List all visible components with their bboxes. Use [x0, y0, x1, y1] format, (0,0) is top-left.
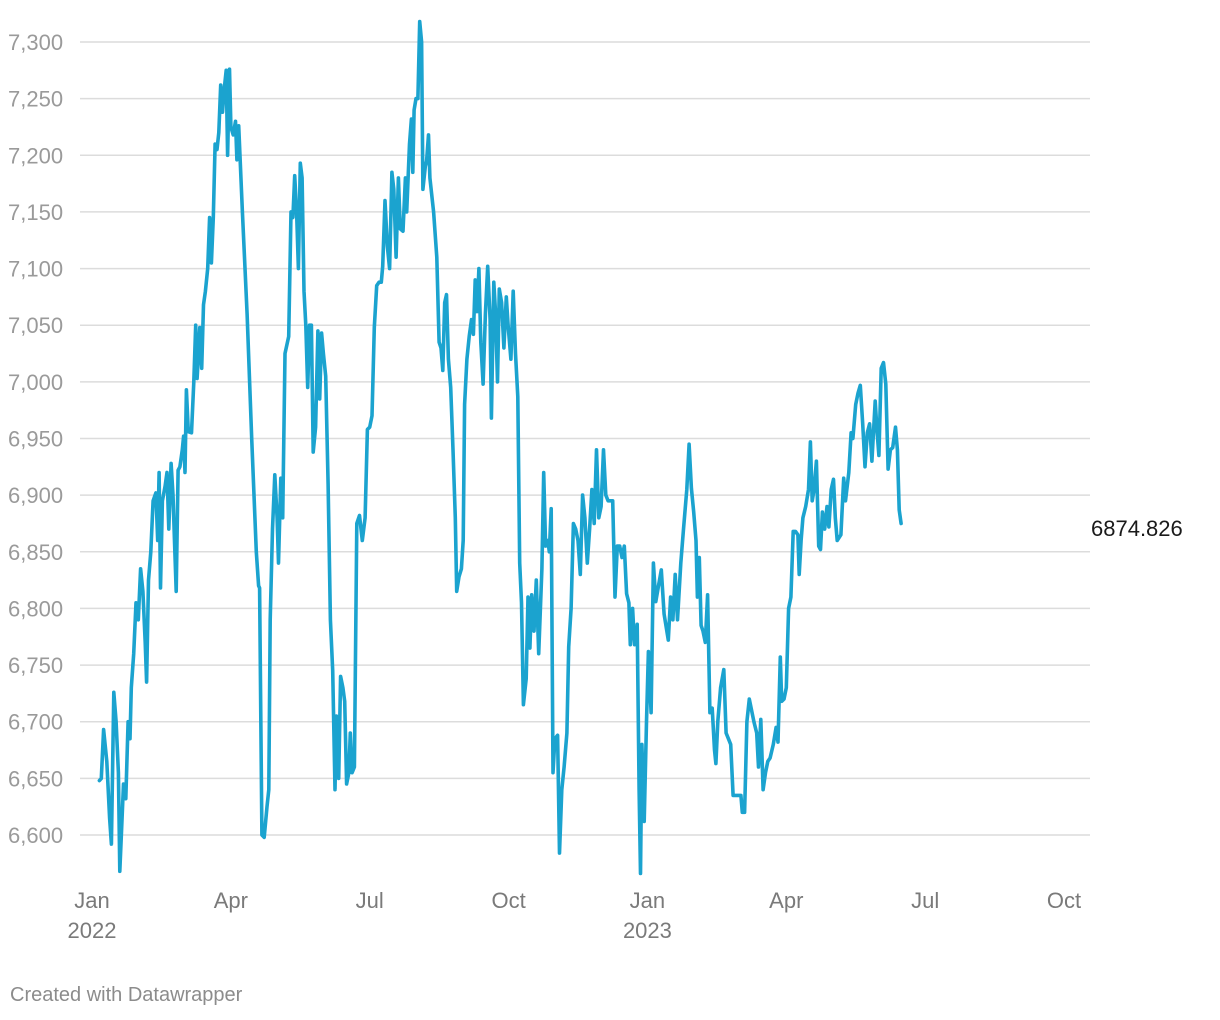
y-tick-label: 7,100	[8, 257, 63, 282]
footer-credit: Created with Datawrapper	[10, 984, 243, 1006]
y-tick-label: 7,250	[8, 87, 63, 112]
series-line	[97, 19, 903, 876]
x-tick-label: Jul	[911, 888, 939, 913]
y-tick-label: 7,000	[8, 370, 63, 395]
y-tick-label: 6,850	[8, 540, 63, 565]
line-chart: 6,600 6,650 6,700 6,750 6,800 6,850 6,900 6,950…	[8, 19, 1183, 943]
x-tick-label: Apr	[769, 888, 803, 913]
y-tick-label: 6,750	[8, 653, 63, 678]
gridlines	[80, 41, 1090, 836]
y-tick-label: 7,300	[8, 30, 63, 55]
x-tick-label: Jan	[630, 888, 665, 913]
y-tick-label: 7,200	[8, 143, 63, 168]
x-tick-label: Apr	[214, 888, 248, 913]
y-tick-label: 6,650	[8, 766, 63, 791]
y-tick-label: 6,900	[8, 483, 63, 508]
x-axis-ticks: Jan 2022 Apr Jul Oct Jan 2023 Apr Jul Oct	[68, 888, 1082, 943]
y-tick-label: 6,950	[8, 427, 63, 452]
x-tick-label: Oct	[491, 888, 525, 913]
y-tick-label: 6,800	[8, 596, 63, 621]
y-axis-ticks: 6,600 6,650 6,700 6,750 6,800 6,850 6,900 6,950…	[8, 30, 63, 848]
y-tick-label: 7,050	[8, 313, 63, 338]
x-tick-year-label: 2022	[68, 918, 117, 943]
y-tick-label: 6,700	[8, 710, 63, 735]
y-tick-label: 7,150	[8, 200, 63, 225]
x-tick-label: Jul	[356, 888, 384, 913]
end-value-label: 6874.826	[1091, 516, 1183, 541]
x-tick-label: Oct	[1047, 888, 1081, 913]
y-tick-label: 6,600	[8, 823, 63, 848]
x-tick-year-label: 2023	[623, 918, 672, 943]
x-tick-label: Jan	[74, 888, 109, 913]
